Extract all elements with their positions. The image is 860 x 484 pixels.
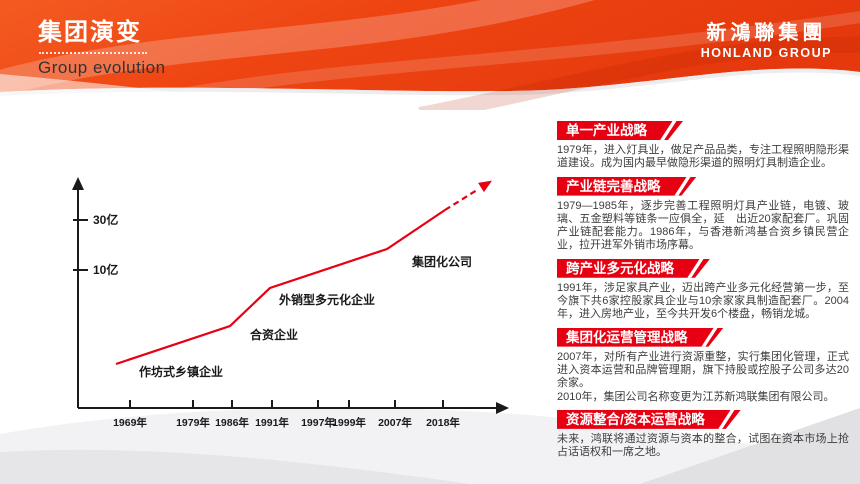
banner-slash-icon bbox=[715, 407, 736, 433]
strategy-title-banner: 产业链完善战略 bbox=[557, 177, 697, 196]
strategy-title: 跨产业多元化战略 bbox=[566, 260, 674, 276]
evolution-chart: 30亿 10亿 1969年 1979年 bbox=[60, 172, 520, 457]
x-tick-label: 1969年 bbox=[113, 416, 147, 429]
x-axis-ticks bbox=[129, 400, 444, 408]
stage-labels: 作坊式乡镇企业 合资企业 外销型多元化企业 集团化公司 bbox=[139, 254, 472, 379]
strategy-body: 1979年，进入灯具业，做足产品品类，专注工程照明隐形渠道建设。成为国内最早做隐… bbox=[557, 144, 849, 170]
stage-label: 外销型多元化企业 bbox=[279, 292, 375, 307]
stage-label: 合资企业 bbox=[250, 327, 298, 342]
strategy-title-banner: 集团化运营管理战略 bbox=[557, 328, 724, 347]
x-tick-label: 1986年 bbox=[215, 416, 249, 429]
strategy-block: 单一产业战略 1979年，进入灯具业，做足产品品类，专注工程照明隐形渠道建设。成… bbox=[557, 121, 849, 171]
x-tick-label: 1979年 bbox=[176, 416, 210, 429]
strategy-title: 产业链完善战略 bbox=[566, 178, 661, 194]
banner-slash-icon bbox=[685, 256, 706, 282]
strategy-title: 资源整合/资本运营战略 bbox=[566, 411, 705, 427]
strategy-body: 1979—1985年，逐步完善工程照明灯具产业链，电镀、玻璃、五金塑料等链条一应… bbox=[557, 199, 849, 252]
stage-label: 集团化公司 bbox=[411, 254, 472, 269]
page-title: 集团演变 bbox=[38, 19, 142, 46]
x-tick-label: 1991年 bbox=[255, 416, 289, 429]
strategy-body: 2007年，对所有产业进行资源重整，实行集团化管理，正式进入资本运营和品牌管理期… bbox=[557, 350, 849, 403]
strategy-block: 资源整合/资本运营战略 未来，鸿联将通过资源与资本的整合，试图在资本市场上抢占话… bbox=[557, 410, 849, 460]
strategy-block: 集团化运营管理战略 2007年，对所有产业进行资源重整，实行集团化管理，正式进入… bbox=[557, 328, 849, 404]
y-axis: 30亿 10亿 bbox=[72, 177, 118, 408]
strategy-title-banner: 跨产业多元化战略 bbox=[557, 259, 710, 278]
x-tick-label: 2018年 bbox=[426, 416, 460, 429]
projection-arrow-icon bbox=[478, 180, 493, 193]
banner-slash-icon bbox=[658, 118, 679, 144]
strategy-title: 集团化运营管理战略 bbox=[566, 329, 688, 345]
logo: 新鴻聯集團 HONLAND GROUP bbox=[701, 16, 832, 60]
x-tick-label: 2007年 bbox=[378, 416, 412, 429]
projection-dashed-line bbox=[444, 189, 478, 211]
strategy-block: 跨产业多元化战略 1991年，涉足家具产业，迈出跨产业多元化经营第一步，至今旗下… bbox=[557, 259, 849, 322]
strategy-title-banner: 资源整合/资本运营战略 bbox=[557, 410, 741, 429]
logo-english: HONLAND GROUP bbox=[700, 46, 832, 60]
strategy-block: 产业链完善战略 1979—1985年，逐步完善工程照明灯具产业链，电镀、玻璃、五… bbox=[557, 177, 849, 253]
banner-slash-icon bbox=[698, 325, 719, 351]
banner-slash-icon bbox=[671, 174, 692, 200]
strategy-title-banner: 单一产业战略 bbox=[557, 121, 683, 140]
title-underline bbox=[39, 52, 147, 54]
x-axis-arrow-icon bbox=[496, 402, 509, 414]
y-axis-arrow-icon bbox=[72, 177, 84, 190]
strategy-panel: 单一产业战略 1979年，进入灯具业，做足产品品类，专注工程照明隐形渠道建设。成… bbox=[557, 121, 849, 465]
strategy-body: 1991年，涉足家具产业，迈出跨产业多元化经营第一步，至今旗下共6家控股家具企业… bbox=[557, 281, 849, 321]
x-axis-labels: 1969年 1979年 1986年 1991年 1997年 1999年 2007… bbox=[113, 416, 460, 429]
strategy-body: 未来，鸿联将通过资源与资本的整合，试图在资本市场上抢占话语权和一席之地。 bbox=[557, 432, 849, 459]
page-subtitle: Group evolution bbox=[38, 58, 166, 77]
y-tick-label: 10亿 bbox=[93, 262, 118, 277]
x-axis: 1969年 1979年 1986年 1991年 1997年 1999年 2007… bbox=[78, 400, 509, 429]
y-tick-label: 30亿 bbox=[93, 212, 118, 227]
growth-line bbox=[115, 180, 493, 366]
strategy-title: 单一产业战略 bbox=[566, 123, 647, 138]
logo-chinese: 新鴻聯集團 bbox=[706, 22, 827, 44]
header-band bbox=[0, 0, 860, 110]
background-swoosh-bottom bbox=[0, 407, 860, 484]
stage-label: 作坊式乡镇企业 bbox=[139, 364, 223, 379]
x-tick-label: 1999年 bbox=[332, 416, 366, 429]
x-tick-label: 1997年 bbox=[301, 416, 335, 429]
title-block: 集团演变 Group evolution bbox=[38, 12, 166, 78]
